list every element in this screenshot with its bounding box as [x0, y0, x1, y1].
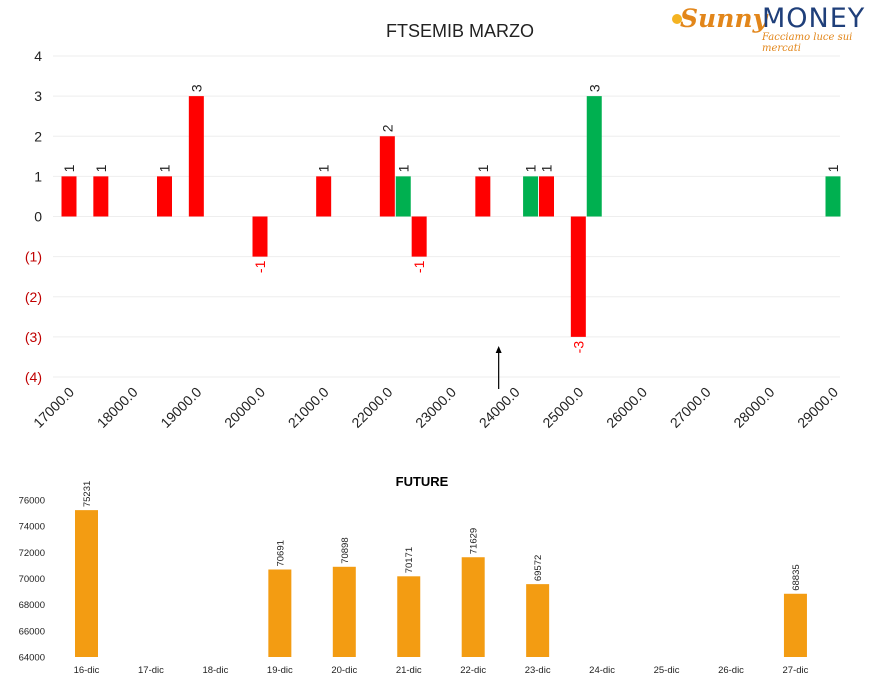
y-tick-label: 3 [34, 88, 42, 104]
future-chart: FUTURE 76000 74000 72000 70000 68000 66000 6400… [19, 474, 809, 676]
data-label: 70171 [404, 547, 415, 573]
x-tick-label: 16-dic [74, 665, 100, 676]
y-tick-label: (2) [25, 289, 42, 305]
y-tick-label: 0 [34, 209, 42, 225]
x-tick-label: 26000.0 [603, 384, 650, 431]
data-label: 68835 [791, 564, 802, 590]
x-tick-label: 17-dic [138, 665, 164, 676]
x-tick-label: 20-dic [331, 665, 357, 676]
x-tick-label: 27000.0 [667, 384, 714, 431]
x-tick-label: 21-dic [396, 665, 422, 676]
data-label: -1 [411, 260, 427, 273]
data-label: 1 [523, 164, 539, 172]
bar [586, 96, 602, 217]
y-tick-label: 68000 [19, 600, 45, 611]
data-label: -3 [570, 341, 586, 354]
data-label: 69572 [533, 555, 544, 581]
x-tick-label: 17000.0 [30, 384, 77, 431]
y-tick-label: (4) [25, 369, 42, 385]
x-tick-label: 23-dic [525, 665, 551, 676]
data-label: 1 [316, 164, 332, 172]
x-tick-label: 19-dic [267, 665, 293, 676]
bar [268, 569, 292, 657]
y-tick-label: 2 [34, 128, 42, 144]
y-tick-label: 64000 [19, 653, 45, 664]
data-label: 1 [475, 164, 491, 172]
bar [93, 176, 109, 217]
x-tick-label: 27-dic [783, 665, 809, 676]
x-tick-label: 26-dic [718, 665, 744, 676]
y-tick-label: 66000 [19, 626, 45, 637]
chart-title: FUTURE [396, 474, 449, 489]
x-tick-label: 22-dic [460, 665, 486, 676]
bar [523, 176, 539, 217]
x-tick-label: 24-dic [589, 665, 615, 676]
bar [188, 96, 204, 217]
x-tick-label: 22000.0 [348, 384, 395, 431]
x-tick-label: 18000.0 [94, 384, 141, 431]
x-tick-label: 23000.0 [412, 384, 459, 431]
bar [539, 176, 554, 217]
bar [475, 176, 491, 217]
x-tick-label: 19000.0 [157, 384, 204, 431]
bar [61, 176, 77, 217]
data-label: 1 [93, 164, 109, 172]
y-tick-label: (3) [25, 329, 42, 345]
data-label: 1 [539, 164, 555, 172]
logo-tagline: Facciamo luce sui mercati [762, 32, 853, 54]
data-label: 1 [61, 164, 77, 172]
sun-icon [672, 14, 682, 24]
bar [75, 510, 98, 657]
bar [825, 176, 841, 217]
x-tick-label: 18-dic [202, 665, 228, 676]
chart-title: FTSEMIB MARZO [386, 21, 534, 41]
data-label: 71629 [469, 528, 480, 554]
bar [411, 216, 427, 257]
bar [252, 216, 268, 257]
bar [783, 593, 807, 657]
ftsemib-marzo-chart: FTSEMIB MARZO 4 3 2 1 0 (1) (2) (3) (4)17000.0 180… [25, 21, 841, 431]
x-tick-label: 21000.0 [285, 384, 332, 431]
y-tick-label: 70000 [19, 574, 45, 585]
x-tick-label: 25-dic [654, 665, 680, 676]
y-tick-label: (1) [25, 249, 42, 265]
bar [379, 136, 395, 217]
data-label: 1 [395, 164, 411, 172]
bar [397, 576, 421, 657]
sunny-money-logo: Sunny MONEY Facciamo luce sui mercati [672, 2, 886, 54]
x-tick-label: 20000.0 [221, 384, 268, 431]
x-tick-label: 28000.0 [730, 384, 777, 431]
y-tick-label: 74000 [19, 522, 45, 533]
y-tick-label: 72000 [19, 548, 45, 559]
x-tick-label: 24000.0 [476, 384, 523, 431]
data-label: 70898 [340, 537, 351, 563]
bar [332, 566, 356, 657]
y-tick-label: 1 [34, 168, 42, 184]
bar [157, 176, 172, 217]
bar [526, 584, 550, 657]
data-label: 1 [157, 164, 173, 172]
data-label: 75231 [82, 481, 93, 507]
logo-brand-a: Sunny [680, 4, 768, 33]
bar [570, 216, 586, 337]
data-label: 3 [188, 84, 204, 92]
data-label: 1 [825, 164, 841, 172]
data-label: 2 [379, 124, 395, 132]
bar [461, 557, 485, 657]
bar [395, 176, 411, 217]
bar [316, 176, 332, 217]
y-tick-label: 76000 [19, 496, 45, 507]
data-label: 70691 [275, 540, 286, 566]
logo-brand-b: MONEY [762, 3, 866, 34]
x-tick-label: 29000.0 [794, 384, 841, 431]
data-label: 3 [586, 84, 602, 92]
x-tick-label: 25000.0 [539, 384, 586, 431]
annotation-arrow-head [495, 346, 502, 353]
y-tick-label: 4 [34, 48, 42, 64]
data-label: -1 [252, 260, 268, 273]
